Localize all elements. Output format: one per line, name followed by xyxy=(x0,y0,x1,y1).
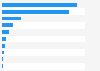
Bar xyxy=(2,3,77,7)
Bar xyxy=(2,8,85,15)
Bar xyxy=(2,36,85,42)
Bar xyxy=(2,58,3,61)
Bar xyxy=(2,29,85,36)
Bar xyxy=(2,23,13,27)
Bar xyxy=(2,49,85,56)
Bar xyxy=(2,22,85,29)
Bar xyxy=(2,51,4,54)
Bar xyxy=(2,44,6,48)
Bar xyxy=(2,64,3,68)
Bar xyxy=(2,10,69,13)
Bar xyxy=(2,17,21,20)
Bar xyxy=(2,42,85,49)
Bar xyxy=(2,56,85,63)
Bar xyxy=(2,15,85,22)
Bar xyxy=(2,1,85,8)
Bar xyxy=(2,30,9,34)
Bar xyxy=(2,37,6,41)
Bar xyxy=(2,63,85,70)
